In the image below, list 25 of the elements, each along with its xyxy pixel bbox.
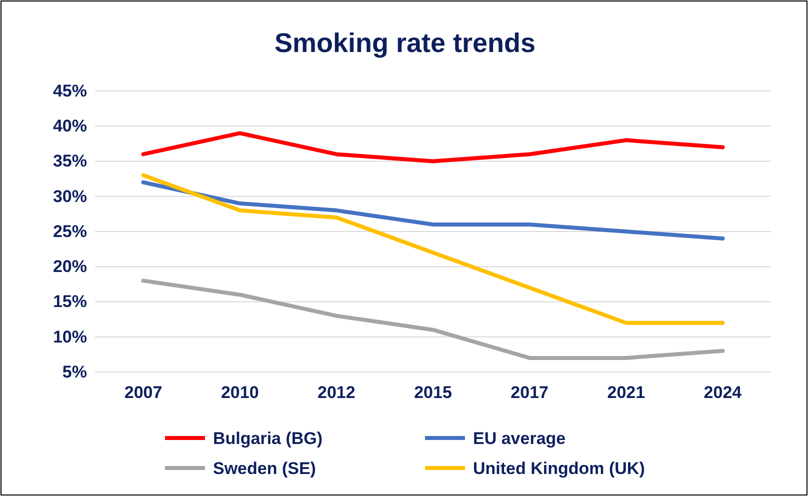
x-tick-label: 2012: [318, 383, 356, 402]
legend-label: Bulgaria (BG): [213, 429, 323, 448]
y-tick-label: 45%: [52, 81, 87, 100]
y-tick-label: 15%: [52, 292, 87, 312]
legend-label: United Kingdom (UK): [473, 459, 645, 478]
line-series: [141, 180, 725, 241]
chart-title: Smoking rate trends: [274, 28, 536, 58]
line-series: [141, 131, 725, 164]
x-tick-label: 2015: [414, 383, 452, 402]
y-tick-label: 20%: [52, 257, 87, 276]
x-tick-label: 2010: [220, 383, 259, 402]
legend-label: Sweden (SE): [213, 459, 316, 478]
x-tick-label: 2024: [704, 383, 742, 402]
y-tick-label: 40%: [52, 116, 87, 136]
x-tick-label: 2007: [124, 383, 162, 402]
x-tick-label: 2021: [607, 383, 646, 402]
y-tick-label: 10%: [52, 327, 87, 346]
line-series: [141, 278, 725, 360]
x-tick-label: 2017: [510, 383, 548, 402]
y-tick-label: 30%: [52, 186, 87, 206]
y-tick-label: 5%: [62, 362, 87, 382]
y-tick-label: 35%: [52, 152, 87, 171]
y-tick-label: 25%: [52, 222, 87, 241]
line-series: [141, 173, 725, 325]
legend-label: EU average: [473, 429, 566, 448]
